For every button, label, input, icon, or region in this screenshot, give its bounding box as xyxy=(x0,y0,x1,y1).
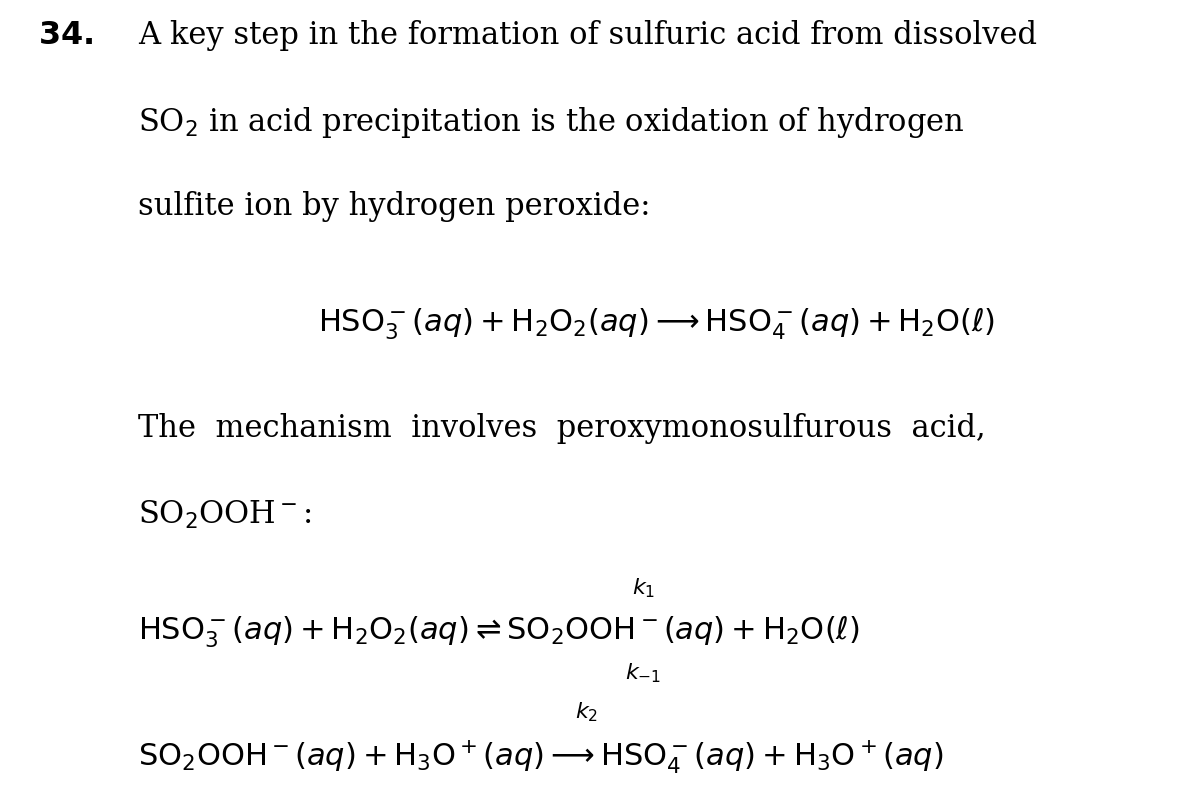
Text: $\mathrm{HSO_3^-(\mathit{aq}) + H_2O_2(\mathit{aq}) \rightleftharpoons SO_2OOH^-: $\mathrm{HSO_3^-(\mathit{aq}) + H_2O_2(\… xyxy=(138,615,859,649)
Text: $k_2$: $k_2$ xyxy=(575,700,599,724)
Text: $\mathrm{SO_2OOH^-(\mathit{aq}) + H_3O^+(\mathit{aq}) \longrightarrow HSO_4^-(\m: $\mathrm{SO_2OOH^-(\mathit{aq}) + H_3O^+… xyxy=(138,738,943,776)
Text: SO$_2$OOH$^-$:: SO$_2$OOH$^-$: xyxy=(138,499,312,531)
Text: A key step in the formation of sulfuric acid from dissolved: A key step in the formation of sulfuric … xyxy=(138,20,1037,51)
Text: SO$_2$ in acid precipitation is the oxidation of hydrogen: SO$_2$ in acid precipitation is the oxid… xyxy=(138,105,965,140)
Text: $\mathrm{HSO_3^-(\mathit{aq}) + H_2O_2(\mathit{aq}) \longrightarrow HSO_4^-(\mat: $\mathrm{HSO_3^-(\mathit{aq}) + H_2O_2(\… xyxy=(318,307,995,342)
Text: $k_1$: $k_1$ xyxy=(631,577,655,600)
Text: $k_{-1}$: $k_{-1}$ xyxy=(625,661,661,685)
Text: $\mathbf{34.}$: $\mathbf{34.}$ xyxy=(38,20,94,51)
Text: The  mechanism  involves  peroxymonosulfurous  acid,: The mechanism involves peroxymonosulfuro… xyxy=(138,413,985,444)
Text: sulfite ion by hydrogen peroxide:: sulfite ion by hydrogen peroxide: xyxy=(138,191,650,222)
